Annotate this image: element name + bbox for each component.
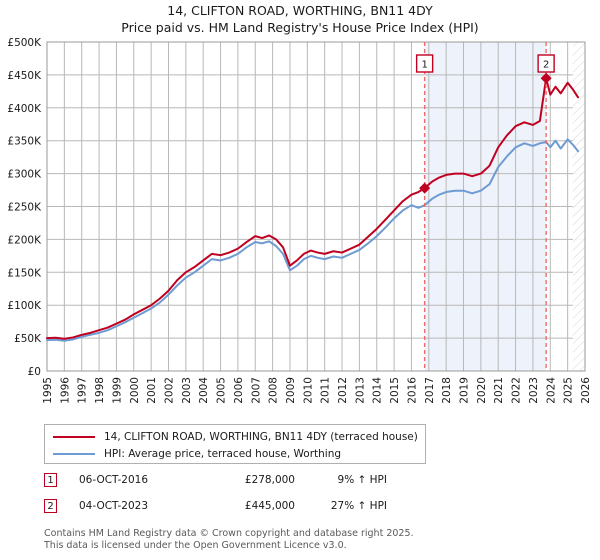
transaction-hpi-delta: 9% ↑ HPI [337,474,387,486]
legend-item-price-paid: 14, CLIFTON ROAD, WORTHING, BN11 4DY (te… [53,430,418,444]
x-axis-tick-label: 2018 [441,377,453,404]
x-axis-tick-label: 2008 [268,377,280,404]
sale-data-point[interactable] [540,72,552,84]
x-axis-tick-label: 1998 [94,377,106,404]
x-axis-tick-label: 2003 [181,377,193,404]
transaction-price: £278,000 [244,474,295,486]
x-axis-tick-label: 2026 [580,377,592,404]
x-axis-tick-label: 2001 [146,377,158,404]
transaction-date: 04-OCT-2023 [79,500,148,512]
status-badge: 2 [44,499,57,513]
y-axis-tick-label: £400K [7,103,42,115]
x-axis-tick-label: 2020 [476,377,488,404]
x-axis-tick-label: 2022 [511,377,523,404]
footer-licence: This data is licensed under the Open Gov… [44,539,347,551]
y-axis-tick-label: £300K [7,169,42,181]
x-axis-tick-label: 2025 [563,377,575,404]
x-axis-tick-label: 2015 [389,377,401,404]
legend-swatch-hpi [53,453,95,455]
series-line-price-paid [46,77,580,340]
y-axis-tick-label: £50K [14,333,42,345]
y-axis-tick-label: £150K [7,267,42,279]
footer-copyright: Contains HM Land Registry data © Crown c… [44,528,414,539]
sale-marker-badge[interactable] [537,54,555,73]
x-axis-tick-label: 2005 [216,377,228,404]
x-axis-tick-label: 2007 [250,377,262,404]
table-row: 2 04-OCT-2023 £445,000 27% ↑ HPI [44,498,444,514]
status-badge: 1 [44,473,57,487]
chart-plot-area: 1995 1996 1997 1998 1999 2000 2001 2002 2003 2004… [7,37,592,404]
x-axis-tick-label: 2009 [285,377,297,404]
x-axis-tick-label: 2021 [493,377,505,404]
x-axis-tick-label: 2023 [528,377,540,404]
x-axis-tick-label: 2006 [233,377,245,404]
legend-item-hpi: HPI: Average price, terraced house, Wort… [53,447,417,461]
x-axis-tick-label: 2012 [337,377,349,404]
chart-legend: 14, CLIFTON ROAD, WORTHING, BN11 4DY (te… [44,424,426,464]
attribution-footer: Contains HM Land Registry data © Crown c… [44,528,564,551]
x-axis-tick-label: 2000 [129,377,141,404]
transaction-hpi-delta: 27% ↑ HPI [330,500,387,512]
sale-marker-badge-label: 2 [543,60,549,71]
x-axis-tick-label: 2004 [198,377,210,404]
x-axis-tick-label: 2014 [372,377,384,404]
sale-data-point[interactable] [419,182,431,194]
x-axis-tick-label: 2002 [163,377,175,404]
x-axis-tick-label: 2016 [406,377,418,404]
series-line-hpi [46,138,580,342]
x-axis-tick-label: 1999 [111,377,123,404]
sale-marker-badge[interactable] [415,54,434,73]
x-axis-tick-label: 2010 [302,377,314,404]
y-axis-tick-label: £250K [7,202,42,214]
x-axis-tick-label: 2019 [459,377,471,404]
transactions-table: 1 06-OCT-2016 £278,000 9% ↑ HPI 2 04-OCT… [44,472,444,524]
x-axis-tick-label: 1995 [42,377,54,404]
y-axis-tick-label: £200K [7,234,42,246]
transaction-date: 06-OCT-2016 [79,474,148,486]
legend-swatch-price-paid [53,436,95,438]
x-axis-tick-label: 2017 [424,377,436,404]
y-axis-tick-label: £0 [28,366,41,378]
legend-label-price-paid: 14, CLIFTON ROAD, WORTHING, BN11 4DY (te… [104,431,418,443]
transaction-price: £445,000 [244,500,295,512]
table-row: 1 06-OCT-2016 £278,000 9% ↑ HPI [44,472,444,488]
chart-title-block: 14, CLIFTON ROAD, WORTHING, BN11 4DY Pri… [0,2,600,36]
x-axis-tick-label: 2013 [354,377,366,404]
page-title: 14, CLIFTON ROAD, WORTHING, BN11 4DY [167,3,433,18]
y-axis-tick-label: £450K [7,70,42,82]
x-axis-tick-label: 1997 [77,377,89,404]
y-axis-tick-label: £100K [7,300,42,312]
y-axis-tick-label: £350K [7,136,42,148]
x-axis-tick-label: 2024 [545,377,557,404]
legend-label-hpi: HPI: Average price, terraced house, Wort… [104,448,342,460]
x-axis-tick-label: 2011 [320,377,332,404]
y-axis-tick-label: £500K [7,37,42,49]
page-subtitle: Price paid vs. HM Land Registry's House … [121,20,479,35]
sale-marker-badge-label: 1 [421,60,427,71]
x-axis-tick-label: 1996 [59,377,71,404]
